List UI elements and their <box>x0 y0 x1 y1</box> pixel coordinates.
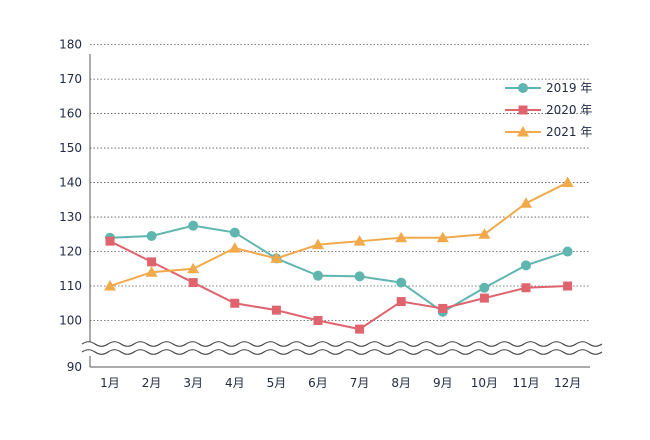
x-tick-11: 11月 <box>512 376 539 390</box>
point-3-4 <box>228 242 241 253</box>
y-tick-labels: 90 100 110 120 130 140 150 160 170 180 <box>59 38 82 374</box>
point-3-7 <box>353 235 366 246</box>
x-tick-1: 1月 <box>100 376 120 390</box>
series <box>104 176 574 334</box>
y-tick-100: 100 <box>59 314 82 328</box>
legend-label-1: 2019 年 <box>546 81 592 95</box>
grid-lines <box>90 44 590 321</box>
x-tick-7: 7月 <box>350 376 370 390</box>
point-2-4 <box>230 298 240 308</box>
point-3-8 <box>395 231 408 243</box>
point-2-2 <box>147 257 157 267</box>
x-tick-4: 4月 <box>225 376 245 390</box>
point-3-12 <box>561 176 574 188</box>
point-2-3 <box>188 278 198 288</box>
point-2-8 <box>396 297 406 307</box>
point-3-11 <box>520 197 532 208</box>
axis-break <box>80 341 603 356</box>
x-tick-3: 3月 <box>183 376 203 390</box>
point-2-12 <box>563 281 573 291</box>
y-tick-180: 180 <box>59 38 82 52</box>
y-tick-170: 170 <box>59 72 82 86</box>
y-tick-160: 160 <box>59 107 82 121</box>
point-2-9 <box>438 303 448 313</box>
y-tick-140: 140 <box>59 176 82 190</box>
x-tick-8: 8月 <box>391 376 411 390</box>
point-3-2 <box>145 266 158 277</box>
point-1-11 <box>521 260 531 271</box>
x-tick-2: 2月 <box>142 376 162 390</box>
x-tick-5: 5月 <box>267 376 287 390</box>
point-3-10 <box>478 228 491 239</box>
y-tick-110: 110 <box>59 279 82 293</box>
x-tick-labels: 1月 2月 3月 4月 5月 6月 7月 8月 9月 10月 11月 12月 <box>100 376 581 390</box>
series-line-3 <box>109 181 569 287</box>
legend-item-1: 2019 年 <box>505 81 592 95</box>
point-2-10 <box>479 293 489 303</box>
series-line-2 <box>109 240 568 331</box>
legend-marker-2 <box>518 105 528 115</box>
point-1-2 <box>146 231 157 242</box>
legend-label-2: 2020 年 <box>546 103 592 117</box>
legend-item-2: 2020 年 <box>505 103 592 117</box>
point-1-10 <box>479 282 490 293</box>
axes <box>80 54 603 368</box>
y-tick-150: 150 <box>59 141 82 155</box>
point-3-6 <box>312 238 324 250</box>
point-1-8 <box>396 277 407 288</box>
point-2-5 <box>271 305 281 315</box>
legend-marker-3 <box>517 126 529 137</box>
point-1-12 <box>562 246 573 257</box>
legend-item-3: 2021 年 <box>505 125 592 139</box>
point-1-7 <box>354 271 365 282</box>
point-2-6 <box>313 316 323 326</box>
point-1-4 <box>229 227 240 238</box>
point-2-11 <box>521 283 531 293</box>
point-2-7 <box>355 324 365 334</box>
x-tick-12: 12月 <box>554 376 581 390</box>
legend-label-3: 2021 年 <box>546 125 592 139</box>
y-tick-90: 90 <box>67 360 82 374</box>
point-3-3 <box>187 262 200 274</box>
x-tick-9: 9月 <box>433 376 453 390</box>
series-3 <box>104 176 574 291</box>
series-1 <box>105 220 573 317</box>
series-2 <box>105 236 573 334</box>
point-3-1 <box>104 280 116 291</box>
y-tick-120: 120 <box>59 245 82 259</box>
point-2-1 <box>105 236 115 246</box>
point-3-9 <box>436 231 449 243</box>
series-line-1 <box>109 224 568 314</box>
legend-marker-1 <box>518 83 528 93</box>
point-1-6 <box>313 270 323 281</box>
y-tick-130: 130 <box>59 210 82 224</box>
x-tick-6: 6月 <box>308 376 328 390</box>
point-3-5 <box>270 252 283 263</box>
x-tick-10: 10月 <box>471 376 498 390</box>
legend: 2019 年 2020 年 2021 年 <box>505 81 592 139</box>
point-1-3 <box>188 220 199 231</box>
